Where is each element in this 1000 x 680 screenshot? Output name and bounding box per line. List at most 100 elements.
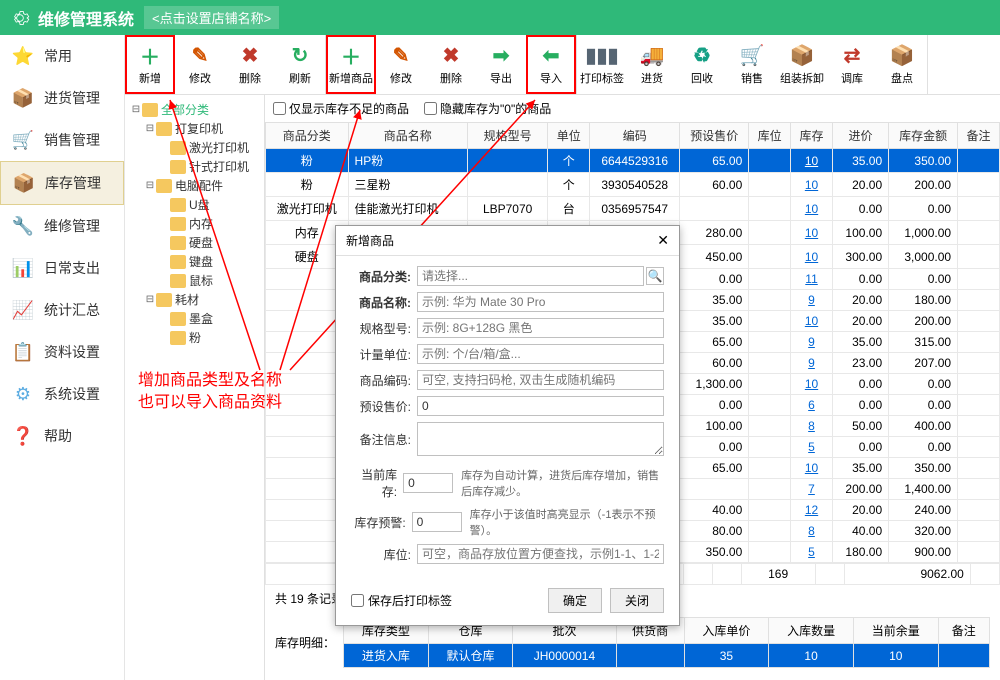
stock-link[interactable]: 9 — [808, 335, 815, 349]
toolbar-button[interactable]: 🚚进货 — [627, 35, 677, 94]
tree-node[interactable]: ⊟电脑配件 — [130, 176, 259, 195]
tree-node[interactable]: 硬盘 — [130, 233, 259, 252]
tree-node[interactable]: 鼠标 — [130, 271, 259, 290]
sidebar: ⭐ 常用 📦进货管理🛒销售管理 📦 库存管理 🔧 维修管理 📊日常支出 📈 统计汇总 📋 资料设置 ⚙系… — [0, 35, 125, 680]
stock-link[interactable]: 11 — [805, 272, 817, 286]
warn-input[interactable] — [412, 512, 462, 532]
stock-link[interactable]: 10 — [805, 377, 818, 391]
sidebar-label: 销售管理 — [44, 130, 100, 150]
stock-link[interactable]: 10 — [805, 178, 818, 192]
tree-node[interactable]: 针式打印机 — [130, 157, 259, 176]
toolbar-button[interactable]: ⇄调库 — [827, 35, 877, 94]
sidebar-item[interactable]: ⚙系统设置 — [0, 373, 124, 415]
tree-node[interactable]: 粉 — [130, 328, 259, 347]
sidebar-item[interactable]: 📦 库存管理 — [0, 161, 124, 205]
toolbar-button[interactable]: ⬅导入 — [526, 35, 576, 94]
sidebar-icon: 📋 — [12, 341, 34, 363]
stock-link[interactable]: 5 — [808, 545, 815, 559]
detail-row[interactable]: 进货入库默认仓库JH0000014351010 — [344, 644, 990, 668]
tree-node[interactable]: 内存 — [130, 214, 259, 233]
stock-link[interactable]: 10 — [805, 250, 818, 264]
tree-node[interactable]: U盘 — [130, 195, 259, 214]
toolbar-button[interactable]: ＋新增 — [125, 35, 175, 94]
stock-link[interactable]: 8 — [808, 524, 815, 538]
sidebar-item[interactable]: 📋 资料设置 — [0, 331, 124, 373]
stock-link[interactable]: 5 — [808, 440, 815, 454]
sidebar-item[interactable]: 🔧 维修管理 — [0, 205, 124, 247]
sidebar-item[interactable]: ❓帮助 — [0, 415, 124, 457]
sidebar-icon: ⭐ — [12, 45, 34, 67]
sidebar-label: 维修管理 — [44, 216, 100, 236]
filter-lowstock[interactable]: 仅显示库存不足的商品 — [273, 100, 409, 117]
loc-input[interactable] — [417, 544, 664, 564]
stock-link[interactable]: 6 — [808, 398, 815, 412]
sidebar-icon: 📊 — [12, 257, 34, 279]
toolbar-button[interactable]: ＋新增商品 — [326, 35, 376, 94]
stock-input[interactable] — [403, 473, 453, 493]
sidebar-icon: 📈 — [12, 299, 34, 321]
remark-input[interactable] — [417, 422, 664, 456]
stock-link[interactable]: 12 — [805, 503, 818, 517]
sidebar-label: 统计汇总 — [44, 300, 100, 320]
sidebar-icon: ❓ — [12, 425, 34, 447]
sidebar-item[interactable]: 📈 统计汇总 — [0, 289, 124, 331]
filter-hidezero[interactable]: 隐藏库存为"0"的商品 — [424, 100, 551, 117]
toolbar-button[interactable]: 🛒销售 — [727, 35, 777, 94]
stock-link[interactable]: 9 — [808, 293, 815, 307]
stock-link[interactable]: 10 — [805, 314, 818, 328]
toolbar-button[interactable]: ✎修改 — [376, 35, 426, 94]
sidebar-label: 库存管理 — [45, 173, 101, 193]
stock-link[interactable]: 10 — [805, 202, 818, 216]
toolbar-button[interactable]: 📦组装拆卸 — [777, 35, 827, 94]
sidebar-item[interactable]: ⭐ 常用 — [0, 35, 124, 77]
sidebar-icon: 📦 — [13, 172, 35, 194]
table-row[interactable]: 激光打印机佳能激光打印机LBP7070台 0356957547 10 0.000… — [266, 197, 1000, 221]
toolbar-button[interactable]: ▮▮▮打印标签 — [577, 35, 627, 94]
add-product-modal: 新增商品 ✕ 商品分类:🔍 商品名称: 规格型号: 计量单位: 商品编码: 预设… — [335, 225, 680, 626]
toolbar-button[interactable]: ✖删除 — [426, 35, 476, 94]
toolbar-button[interactable]: ✎修改 — [175, 35, 225, 94]
detail-label: 库存明细： — [275, 634, 335, 651]
stock-link[interactable]: 9 — [808, 356, 815, 370]
tree-node[interactable]: ⊟打复印机 — [130, 119, 259, 138]
sidebar-label: 资料设置 — [44, 342, 100, 362]
tree-root[interactable]: ⊟全部分类 — [130, 100, 259, 119]
unit-input[interactable] — [417, 344, 664, 364]
category-input[interactable] — [417, 266, 644, 286]
price-input[interactable] — [417, 396, 664, 416]
app-header: 维修管理系统 <点击设置店铺名称> — [0, 0, 1000, 35]
app-title: 维修管理系统 — [38, 6, 134, 30]
code-input[interactable] — [417, 370, 664, 390]
toolbar-button[interactable]: ➡导出 — [476, 35, 526, 94]
stock-link[interactable]: 10 — [805, 461, 818, 475]
search-icon[interactable]: 🔍 — [646, 267, 664, 285]
cancel-button[interactable]: 关闭 — [610, 588, 664, 613]
toolbar-button[interactable]: 📦盘点 — [877, 35, 927, 94]
sidebar-label: 系统设置 — [44, 384, 100, 404]
sidebar-label: 进货管理 — [44, 88, 100, 108]
sidebar-icon: 🔧 — [12, 215, 34, 237]
sidebar-item[interactable]: 📦进货管理 — [0, 77, 124, 119]
tree-node[interactable]: ⊟耗材 — [130, 290, 259, 309]
sidebar-item[interactable]: 📊日常支出 — [0, 247, 124, 289]
sidebar-label: 常用 — [44, 46, 72, 66]
table-row[interactable]: 粉HP粉个 664452931665.00 10 35.00350.00 — [266, 149, 1000, 173]
spec-input[interactable] — [417, 318, 664, 338]
tree-node[interactable]: 激光打印机 — [130, 138, 259, 157]
table-row[interactable]: 粉三星粉个 393054052860.00 10 20.00200.00 — [266, 173, 1000, 197]
stock-link[interactable]: 8 — [808, 419, 815, 433]
toolbar-button[interactable]: ↻刷新 — [275, 35, 325, 94]
close-icon[interactable]: ✕ — [657, 232, 669, 249]
shop-name-button[interactable]: <点击设置店铺名称> — [144, 6, 279, 29]
ok-button[interactable]: 确定 — [548, 588, 602, 613]
stock-link[interactable]: 7 — [808, 482, 815, 496]
stock-link[interactable]: 10 — [805, 226, 818, 240]
stock-link[interactable]: 10 — [805, 154, 818, 168]
tree-node[interactable]: 墨盒 — [130, 309, 259, 328]
toolbar-button[interactable]: ✖删除 — [225, 35, 275, 94]
name-input[interactable] — [417, 292, 664, 312]
sidebar-item[interactable]: 🛒销售管理 — [0, 119, 124, 161]
print-checkbox[interactable]: 保存后打印标签 — [351, 592, 452, 609]
toolbar-button[interactable]: ♻回收 — [677, 35, 727, 94]
tree-node[interactable]: 键盘 — [130, 252, 259, 271]
